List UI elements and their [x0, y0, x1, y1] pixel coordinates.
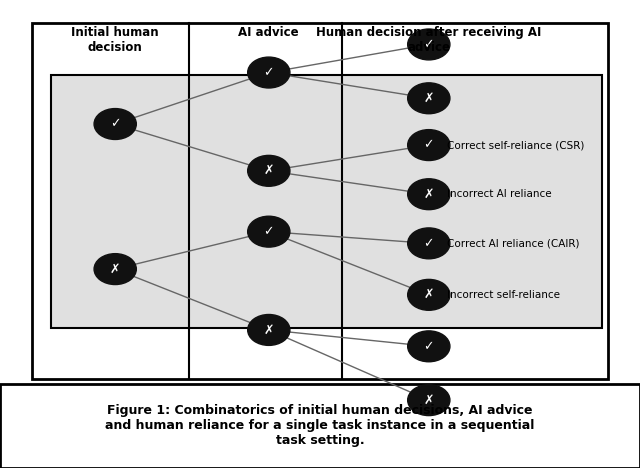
- Text: ✗: ✗: [424, 394, 434, 407]
- FancyBboxPatch shape: [0, 384, 640, 468]
- Circle shape: [408, 29, 450, 60]
- Text: ✓: ✓: [264, 66, 274, 79]
- Circle shape: [94, 109, 136, 139]
- Text: ✗: ✗: [424, 92, 434, 105]
- Text: AI advice: AI advice: [239, 26, 299, 39]
- Circle shape: [408, 228, 450, 259]
- Circle shape: [408, 83, 450, 114]
- Text: Correct AI reliance (CAIR): Correct AI reliance (CAIR): [447, 238, 579, 249]
- Text: Initial human
decision: Initial human decision: [72, 26, 159, 54]
- Circle shape: [408, 385, 450, 416]
- Text: ✗: ✗: [424, 288, 434, 301]
- Text: ✗: ✗: [264, 323, 274, 336]
- Circle shape: [94, 254, 136, 285]
- Circle shape: [408, 179, 450, 210]
- Text: ✓: ✓: [424, 340, 434, 353]
- Text: ✓: ✓: [110, 117, 120, 131]
- Circle shape: [408, 331, 450, 362]
- Text: ✓: ✓: [424, 139, 434, 152]
- Text: Incorrect AI reliance: Incorrect AI reliance: [447, 189, 551, 199]
- Text: ✗: ✗: [424, 188, 434, 201]
- Circle shape: [248, 216, 290, 247]
- Text: ✗: ✗: [264, 164, 274, 177]
- Text: ✓: ✓: [264, 225, 274, 238]
- Circle shape: [408, 130, 450, 161]
- Text: ✓: ✓: [424, 237, 434, 250]
- Circle shape: [408, 279, 450, 310]
- Circle shape: [248, 155, 290, 186]
- FancyBboxPatch shape: [51, 75, 602, 328]
- Circle shape: [248, 314, 290, 345]
- Text: ✓: ✓: [424, 38, 434, 51]
- Text: Incorrect self-reliance: Incorrect self-reliance: [447, 290, 560, 300]
- FancyBboxPatch shape: [32, 23, 608, 379]
- Text: Human decision after receiving AI
advice: Human decision after receiving AI advice: [316, 26, 541, 54]
- Text: Figure 1: Combinatorics of initial human decisions, AI advice
and human reliance: Figure 1: Combinatorics of initial human…: [106, 404, 534, 447]
- Text: Correct self-reliance (CSR): Correct self-reliance (CSR): [447, 140, 584, 150]
- Text: ✗: ✗: [110, 263, 120, 276]
- Circle shape: [248, 57, 290, 88]
